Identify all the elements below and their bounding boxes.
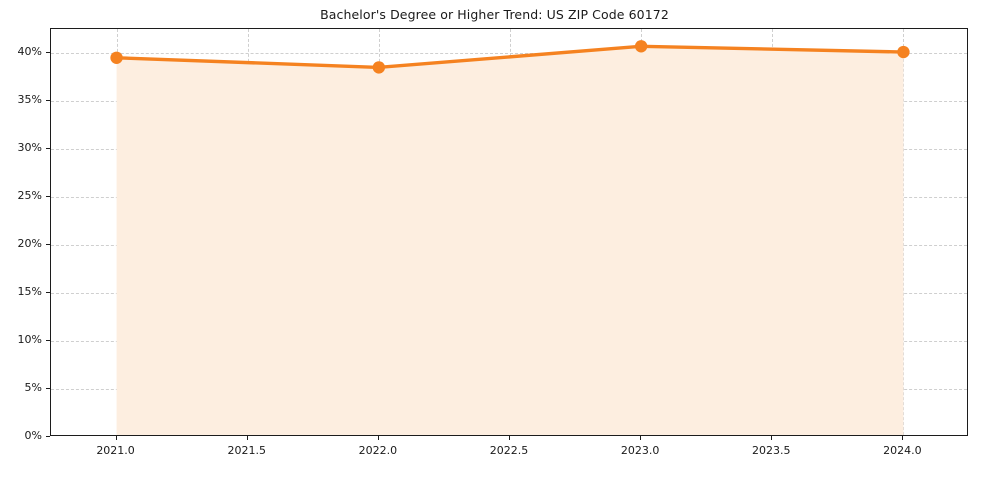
y-tick-mark xyxy=(46,244,50,245)
x-tick-mark xyxy=(377,436,379,440)
y-tick-label: 30% xyxy=(17,141,42,154)
x-tick-label: 2022.0 xyxy=(358,444,398,457)
plot-area xyxy=(50,28,968,436)
x-tick-mark xyxy=(771,436,773,440)
y-tick-mark xyxy=(46,436,50,437)
y-tick-mark xyxy=(46,340,50,341)
y-tick-mark xyxy=(46,388,50,389)
x-tick-mark xyxy=(509,436,510,440)
y-tick-mark xyxy=(46,52,50,53)
y-tick-label: 15% xyxy=(17,285,42,298)
series-layer xyxy=(110,40,910,435)
y-tick-mark xyxy=(46,196,50,197)
x-tick-mark xyxy=(640,436,642,440)
data-point-marker xyxy=(110,51,123,64)
y-tick-label: 35% xyxy=(17,93,42,106)
y-tick-mark xyxy=(46,292,50,293)
y-tick-label: 10% xyxy=(17,333,42,346)
trend-line xyxy=(114,44,906,70)
x-tick-mark xyxy=(902,436,904,440)
x-tick-label: 2022.5 xyxy=(489,444,529,457)
x-tick-label: 2021.5 xyxy=(227,444,266,457)
y-tick-label: 20% xyxy=(17,237,42,250)
x-tick-label: 2021.0 xyxy=(96,444,135,457)
data-point-marker xyxy=(634,40,648,53)
y-tick-mark xyxy=(46,100,50,101)
y-tick-label: 0% xyxy=(24,429,42,442)
chart-title: Bachelor's Degree or Higher Trend: US ZI… xyxy=(320,7,669,22)
y-tick-label: 5% xyxy=(24,381,42,394)
data-point-marker xyxy=(897,45,910,59)
x-tick-mark xyxy=(246,436,248,440)
data-point-markers xyxy=(110,40,910,74)
y-tick-label: 25% xyxy=(17,189,42,202)
x-tick-label: 2023.0 xyxy=(620,444,660,457)
y-tick-mark xyxy=(46,148,50,149)
area-fill xyxy=(116,46,904,435)
data-point-marker xyxy=(372,61,386,74)
y-tick-label: 40% xyxy=(17,45,42,58)
x-tick-label: 2024.0 xyxy=(883,444,922,457)
x-tick-mark xyxy=(115,436,117,440)
x-tick-label: 2023.5 xyxy=(752,444,791,457)
